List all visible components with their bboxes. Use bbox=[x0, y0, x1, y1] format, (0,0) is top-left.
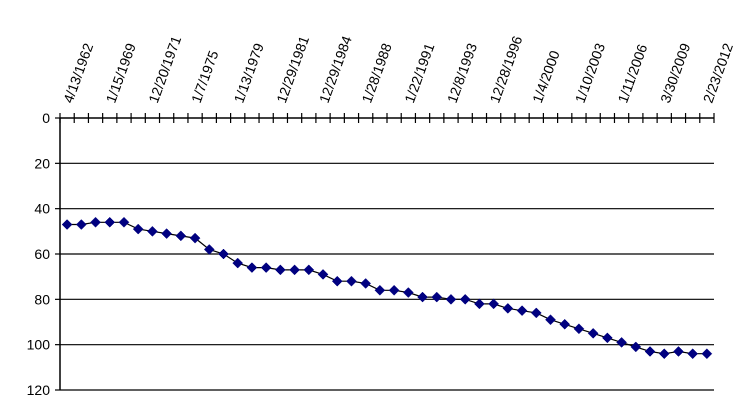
x-tick-label: 12/29/1981 bbox=[273, 34, 312, 106]
data-point bbox=[431, 291, 443, 303]
data-point bbox=[545, 314, 556, 326]
data-point bbox=[474, 298, 485, 310]
data-point bbox=[417, 291, 428, 303]
data-point bbox=[360, 278, 372, 289]
x-tick-label: 1/4/2000 bbox=[529, 48, 563, 105]
y-tick-label: 40 bbox=[34, 201, 50, 217]
y-tick-label: 120 bbox=[27, 382, 51, 398]
data-point bbox=[516, 305, 528, 317]
data-point bbox=[132, 223, 144, 235]
x-tick-labels: 4/13/1962 1/15/1969 12/20/1971 1/7/1975 1/13… bbox=[60, 34, 736, 106]
data-point bbox=[673, 346, 684, 357]
x-tick-label: 2/23/2012 bbox=[700, 41, 736, 105]
y-tick-label: 80 bbox=[34, 291, 50, 307]
data-point bbox=[701, 348, 713, 360]
data-point bbox=[218, 248, 229, 260]
x-tick-label: 12/20/1971 bbox=[145, 34, 184, 106]
data-point bbox=[260, 262, 272, 273]
x-tick-label: 1/13/1979 bbox=[231, 41, 267, 105]
x-tick-label: 1/22/1991 bbox=[401, 41, 437, 105]
data-point bbox=[161, 228, 172, 239]
data-point bbox=[118, 216, 130, 228]
gridlines bbox=[60, 162, 714, 391]
y-tick-label: 0 bbox=[42, 110, 50, 126]
data-point bbox=[303, 264, 315, 276]
data-point bbox=[445, 293, 457, 305]
x-tick-label: 3/30/2009 bbox=[657, 41, 693, 105]
x-tick-label: 4/13/1962 bbox=[60, 41, 96, 105]
data-point bbox=[289, 264, 300, 276]
data-point bbox=[602, 332, 613, 344]
data-point bbox=[147, 225, 158, 237]
data-point bbox=[459, 293, 471, 305]
data-point bbox=[232, 257, 244, 269]
data-point bbox=[644, 346, 656, 357]
data-point bbox=[246, 262, 258, 273]
data-point bbox=[616, 337, 627, 348]
data-point bbox=[104, 216, 116, 228]
data-point bbox=[658, 348, 670, 360]
x-tick-label: 1/11/2006 bbox=[614, 42, 650, 105]
y-tick-label: 60 bbox=[34, 246, 50, 262]
x-tick-label: 1/15/1969 bbox=[103, 41, 139, 105]
data-point bbox=[402, 287, 414, 298]
data-point bbox=[75, 219, 87, 230]
y-tick-label: 20 bbox=[34, 155, 50, 171]
data-point bbox=[488, 298, 499, 310]
axes bbox=[55, 113, 715, 391]
data-point bbox=[175, 230, 187, 242]
data-series bbox=[61, 216, 713, 360]
data-point bbox=[346, 275, 357, 287]
data-point bbox=[630, 341, 642, 353]
series-line bbox=[67, 221, 707, 355]
data-point bbox=[90, 216, 101, 228]
data-point bbox=[189, 232, 201, 244]
x-tick-label: 12/28/1996 bbox=[486, 34, 525, 106]
x-tick-label: 12/8/1993 bbox=[444, 41, 480, 105]
data-point bbox=[530, 307, 542, 319]
x-tick-label: 1/10/2003 bbox=[572, 41, 608, 105]
x-tick-label: 12/29/1984 bbox=[316, 34, 355, 106]
data-point bbox=[61, 219, 73, 230]
data-point bbox=[687, 348, 699, 360]
x-tick-label: 1/28/1988 bbox=[358, 41, 394, 105]
data-point bbox=[388, 284, 400, 296]
data-point bbox=[203, 244, 215, 255]
data-point bbox=[502, 303, 514, 314]
data-point bbox=[275, 264, 286, 276]
data-point bbox=[331, 275, 343, 287]
y-tick-labels: 0 20 40 60 80 100 120 bbox=[27, 110, 51, 398]
y-tick-label: 100 bbox=[27, 337, 51, 353]
x-tick-label: 1/7/1975 bbox=[188, 48, 222, 105]
data-point bbox=[587, 327, 599, 339]
data-point bbox=[573, 323, 585, 335]
data-point bbox=[559, 318, 571, 330]
data-point bbox=[374, 284, 386, 296]
data-point bbox=[317, 269, 329, 280]
